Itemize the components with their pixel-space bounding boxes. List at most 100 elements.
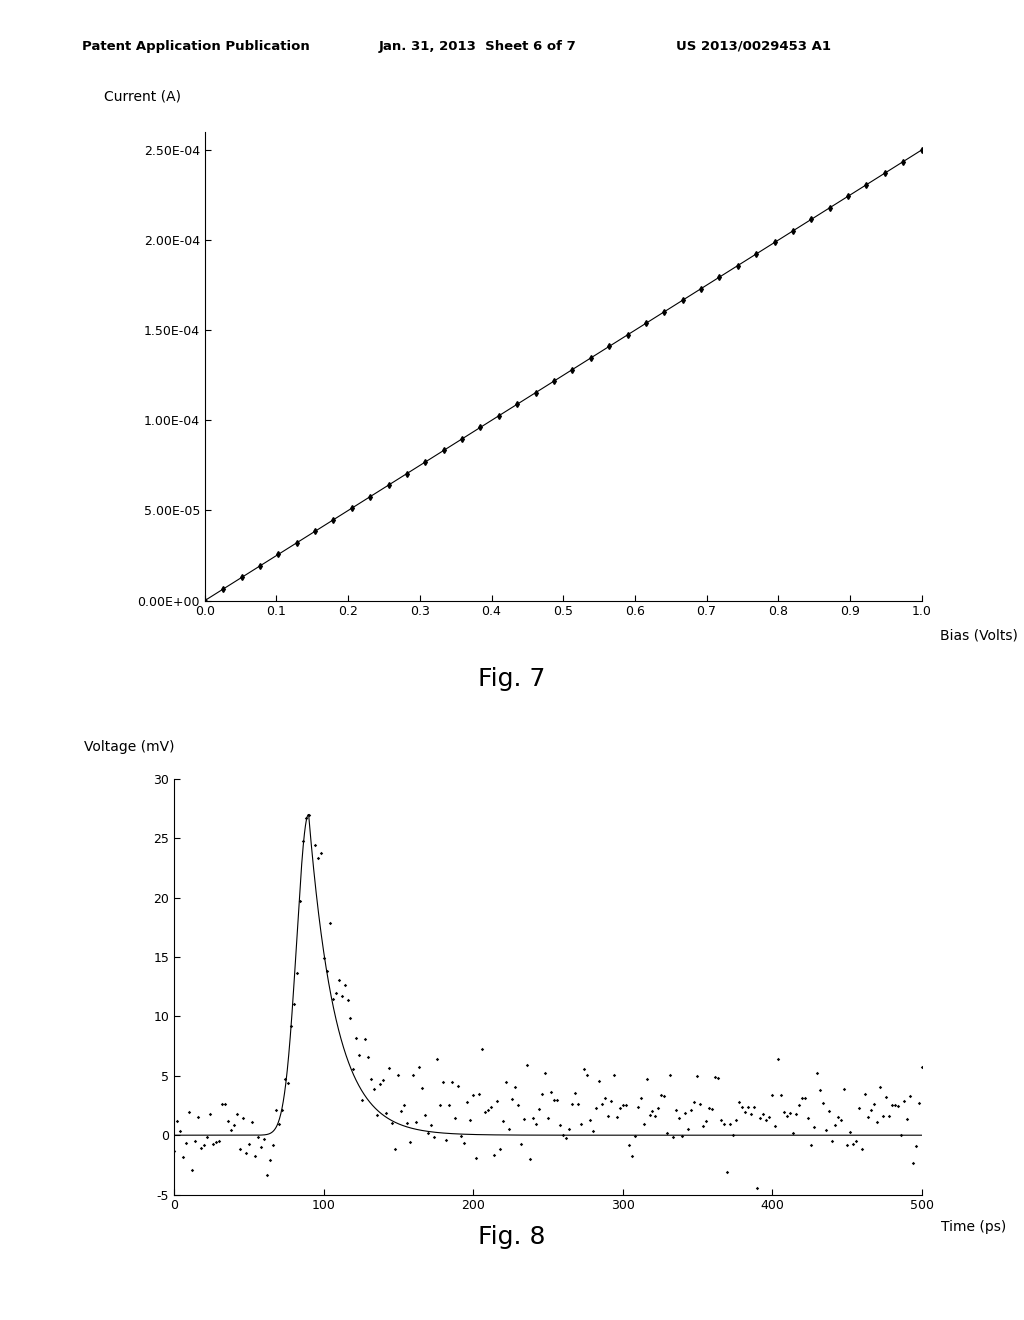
Point [633, 1088, 649, 1109]
Point [510, 1094, 526, 1115]
Point [818, 1119, 835, 1140]
Point [450, 1076, 466, 1097]
Point [884, 1094, 900, 1115]
Point [390, 1065, 407, 1086]
Point [336, 974, 352, 995]
Point [256, 1129, 272, 1150]
Point [259, 1164, 275, 1185]
Point [683, 1100, 699, 1121]
Point [698, 1110, 715, 1131]
Point [540, 1107, 556, 1129]
Point [728, 1109, 744, 1130]
Text: US 2013/0029453 A1: US 2013/0029453 A1 [676, 40, 830, 53]
Point [764, 1084, 780, 1105]
Point [322, 912, 338, 933]
Point [238, 1143, 254, 1164]
Point [862, 1100, 879, 1121]
Point [725, 1125, 741, 1146]
Point [904, 1152, 921, 1173]
Point [342, 1007, 358, 1028]
Point [211, 1131, 227, 1152]
Point [627, 1125, 643, 1146]
Point [596, 1088, 612, 1109]
Point [868, 1111, 885, 1133]
Point [444, 1072, 461, 1093]
Point [656, 1085, 673, 1106]
Point [895, 1090, 911, 1111]
Point [871, 1076, 888, 1097]
Point [666, 1127, 682, 1148]
Point [378, 1102, 394, 1123]
Point [184, 1159, 201, 1180]
Point [513, 1134, 529, 1155]
Point [591, 1071, 607, 1092]
Point [669, 1100, 685, 1121]
Point [695, 1115, 712, 1137]
Point [745, 1096, 762, 1117]
Point [205, 1134, 221, 1155]
Point [375, 1069, 391, 1090]
Point [560, 1119, 577, 1140]
Point [857, 1082, 873, 1104]
Point [247, 1144, 263, 1166]
Point [289, 962, 305, 983]
Point [722, 1114, 738, 1135]
Point [782, 1104, 799, 1125]
Point [367, 1078, 383, 1100]
Point [686, 1092, 702, 1113]
Point [488, 1090, 505, 1111]
Point [189, 1106, 206, 1127]
Point [659, 1122, 676, 1143]
Point [244, 1111, 260, 1133]
Point [519, 1055, 536, 1076]
Point [653, 1084, 670, 1105]
Point [498, 1071, 514, 1092]
Point [441, 1094, 458, 1115]
Point [910, 1092, 927, 1113]
Point [468, 1147, 484, 1168]
Point [572, 1114, 589, 1135]
Point [887, 1094, 903, 1115]
Point [292, 890, 308, 911]
Point [402, 1131, 419, 1152]
Point [208, 1131, 224, 1152]
Point [220, 1110, 237, 1131]
Point [680, 1118, 696, 1139]
Point [549, 1089, 565, 1110]
Text: Current (A): Current (A) [104, 90, 181, 104]
Point [558, 1127, 574, 1148]
Point [303, 756, 319, 777]
X-axis label: Bias (Volts): Bias (Volts) [940, 628, 1018, 643]
Point [334, 985, 350, 1006]
Point [566, 1082, 583, 1104]
Point [826, 1114, 843, 1135]
Point [848, 1130, 864, 1151]
Point [202, 1104, 218, 1125]
Point [770, 1048, 786, 1069]
Point [250, 1127, 266, 1148]
Point [186, 1131, 203, 1152]
Text: Patent Application Publication: Patent Application Publication [82, 40, 309, 53]
Point [755, 1104, 771, 1125]
Point [579, 1065, 595, 1086]
Point [674, 1126, 690, 1147]
Point [823, 1131, 840, 1152]
Point [638, 1068, 654, 1089]
Point [169, 1110, 185, 1131]
Point [530, 1098, 547, 1119]
Point [414, 1077, 430, 1098]
Text: Fig. 8: Fig. 8 [478, 1225, 546, 1249]
Point [393, 1101, 410, 1122]
Point [758, 1109, 774, 1130]
Point [543, 1081, 559, 1102]
Point [228, 1104, 245, 1125]
Point [845, 1134, 861, 1155]
Point [890, 1096, 906, 1117]
Point [309, 847, 326, 869]
Point [217, 1093, 233, 1114]
Point [456, 1133, 472, 1154]
Point [471, 1084, 487, 1105]
Point [267, 1100, 284, 1121]
Point [534, 1082, 550, 1104]
Point [480, 1100, 497, 1121]
